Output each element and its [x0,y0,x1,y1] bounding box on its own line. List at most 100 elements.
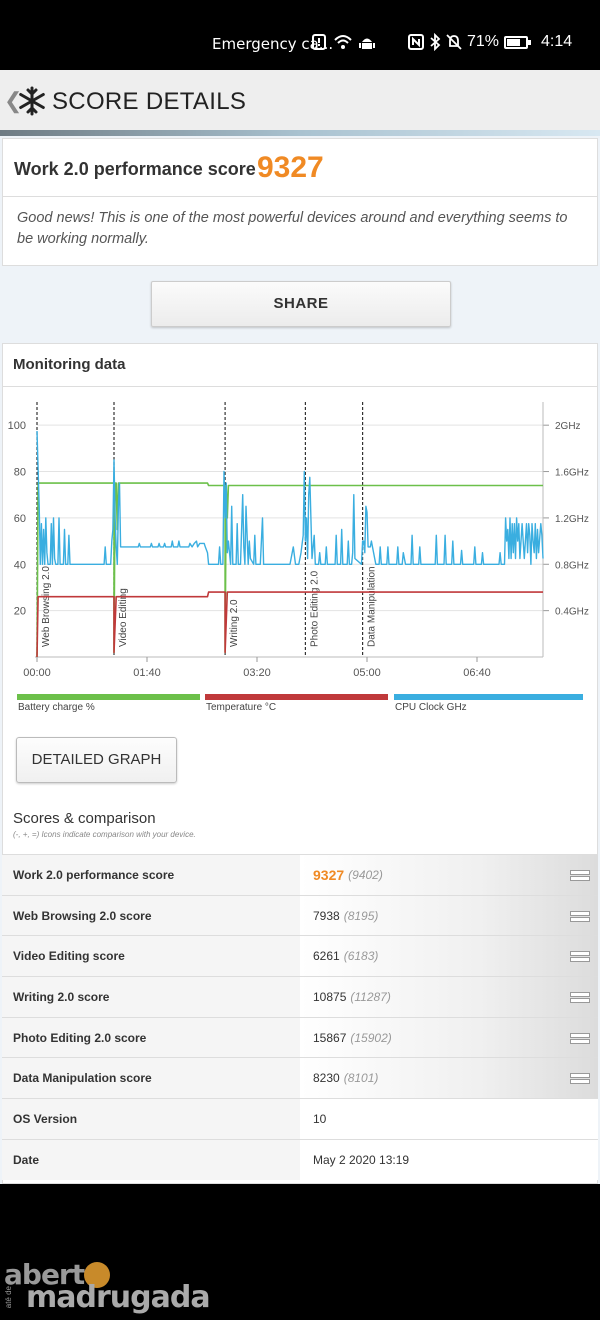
snowflake-icon [19,86,45,116]
y-left-tick-label: 100 [8,420,26,432]
status-bar: Emergency ca... 71% 4:14 [0,0,600,70]
legend-temperature: Temperature °C [205,694,388,714]
app-bar: ❮ SCORE DETAILS [0,70,600,132]
row-comparison: (11287) [350,989,391,1004]
battery-percent: 71% [467,33,500,50]
row-value: 15867 [313,1030,347,1045]
watermark-logo: até de abert madrugada [4,1258,211,1316]
y-left-tick-label: 80 [14,467,26,479]
watermark-dot [84,1262,110,1288]
page-title: SCORE DETAILS [52,88,247,115]
table-row: Writing 2.0 score 10875 (11287) [2,976,598,1017]
row-comparison: (9402) [348,867,383,882]
divider [3,196,597,197]
y-right-tick-label: 0.4GHz [555,607,589,618]
x-tick-label: 01:40 [133,667,161,679]
row-label: Photo Editing 2.0 score [2,1017,300,1058]
row-value: 8230 [313,1071,340,1086]
bluetooth-icon [429,32,441,52]
equal-icon [570,1032,590,1044]
carrier-label: Emergency ca... [212,35,334,53]
legend-battery: Battery charge % [17,694,200,714]
status-right: 71% 4:14 [408,32,573,52]
table-row: Video Editing score 6261 (6183) [2,935,598,977]
row-value-cell: 7938 (8195) [300,895,598,936]
scores-table: Work 2.0 performance score 9327 (9402) Web … [2,854,598,1180]
row-label: Work 2.0 performance score [2,855,300,895]
detailed-graph-button[interactable]: DETAILED GRAPH [16,737,177,783]
monitoring-chart: 100 80 60 40 20 2GHz 1.6GHz 1.2GHz 0.8GHz 0.4GHz 0… [8,390,592,680]
app-bar-underline [0,130,600,136]
status-icons [311,33,375,51]
x-tick-label: 03:20 [243,667,271,679]
y-left-tick-label: 40 [14,559,26,571]
android-debug-icon [359,33,375,51]
row-value-cell: 15867 (15902) [300,1017,598,1058]
y-right-tick-label: 1.6GHz [555,468,589,479]
row-value: May 2 2020 13:19 [313,1152,410,1167]
section-label: Data Manipulation [367,566,378,647]
row-value: 7938 [313,908,340,923]
series-line [36,591,543,658]
row-value: 10 [313,1111,327,1126]
series-line [36,430,544,566]
row-comparison: (15902) [350,1030,392,1045]
score-label: Work 2.0 performance score [14,159,256,179]
share-button[interactable]: SHARE [151,281,451,327]
watermark-top: abert [4,1258,85,1291]
row-value-cell: May 2 2020 13:19 [300,1139,598,1180]
nfc-icon [408,33,424,51]
table-row: Work 2.0 performance score 9327 (9402) [2,854,598,895]
clock: 4:14 [541,33,573,50]
equal-icon [570,992,590,1004]
row-comparison: (6183) [343,949,379,964]
y-right-tick-label: 0.8GHz [555,560,589,571]
monitoring-title: Monitoring data [13,356,126,373]
section-label: Writing 2.0 [229,599,240,647]
chart-background [8,390,592,680]
row-value: 9327 [313,866,345,883]
row-comparison: (8195) [343,908,379,923]
x-tick-label: 06:40 [463,667,491,679]
wifi-icon [333,33,353,51]
table-row: Data Manipulation score 8230 (8101) [2,1057,598,1099]
row-label: OS Version [2,1099,300,1139]
legend-label: Battery charge % [18,702,95,713]
section-label: Video Editing [118,588,129,647]
row-value-cell: 10875 (11287) [300,977,598,1017]
table-row: Date May 2 2020 13:19 [2,1138,598,1180]
row-value-cell: 9327 (9402) [300,855,598,895]
legend-cpu-clock: CPU Clock GHz [394,694,583,714]
score-card: Work 2.0 performance score 9327 Good new… [2,138,598,266]
row-value-cell: 8230 (8101) [300,1058,598,1099]
alert-sim-icon [311,33,327,51]
back-icon[interactable]: ❮ [4,88,23,113]
watermark-bottom: madrugada [26,1280,211,1315]
legend-label: Temperature °C [206,702,277,713]
section-label: Web Browsing 2.0 [41,566,52,647]
equal-icon [570,870,590,881]
equal-icon [570,910,590,922]
divider [3,386,597,387]
x-tick-label: 05:00 [353,667,381,679]
legend-label: CPU Clock GHz [395,702,467,713]
scores-note: (-, +, =) Icons indicate comparison with… [13,830,196,839]
y-left-tick-label: 20 [14,606,26,618]
row-value: 10875 [313,989,347,1004]
score-value: 9327 [257,151,324,184]
table-row: Photo Editing 2.0 score 15867 (15902) [2,1016,598,1058]
table-row: Web Browsing 2.0 score 7938 (8195) [2,894,598,936]
row-label: Web Browsing 2.0 score [2,895,300,936]
legend-swatch [394,694,583,700]
row-label: Video Editing score [2,936,300,977]
section-label: Photo Editing 2.0 [309,570,320,647]
y-right-tick-label: 1.2GHz [555,514,589,525]
x-tick-label: 00:00 [23,667,51,679]
row-value-cell: 10 [300,1099,598,1139]
row-value: 6261 [313,949,340,964]
y-right-tick-label: 2GHz [555,421,581,432]
battery-icon [504,35,532,49]
equal-icon [570,951,590,963]
row-label: Data Manipulation score [2,1058,300,1099]
score-message: Good news! This is one of the most power… [17,210,568,247]
